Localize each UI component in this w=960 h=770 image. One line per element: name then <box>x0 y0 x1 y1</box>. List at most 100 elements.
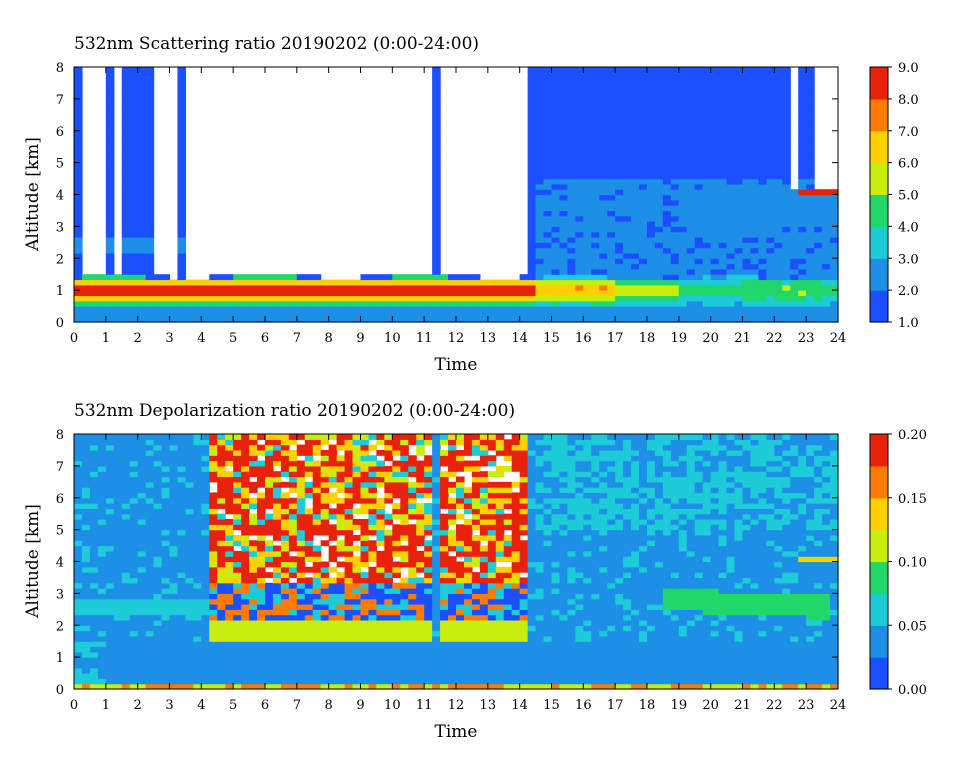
heatmap-cell <box>686 226 696 233</box>
heatmap-cell <box>686 311 696 318</box>
heatmap-cell <box>535 136 545 142</box>
heatmap-cell <box>137 205 147 212</box>
heatmap-cell <box>678 178 688 185</box>
heatmap-cell <box>782 247 791 254</box>
heatmap-cell <box>527 141 537 148</box>
heatmap-cell <box>639 125 648 132</box>
heatmap-cell <box>702 221 712 227</box>
heatmap-cell <box>440 460 449 467</box>
heatmap-cell <box>774 146 783 153</box>
heatmap-cell <box>129 497 139 504</box>
heatmap-cell <box>575 226 584 233</box>
heatmap-cell <box>320 434 330 440</box>
heatmap-cell <box>392 566 401 573</box>
heatmap-cell <box>241 476 250 483</box>
heatmap-cell <box>479 306 489 312</box>
heatmap-cell <box>97 641 107 648</box>
heatmap-cell <box>463 290 473 297</box>
heatmap-cell <box>408 540 417 547</box>
heatmap-cell <box>217 306 226 312</box>
heatmap-cell <box>312 284 322 291</box>
heatmap-cell <box>615 226 624 233</box>
colorbar-swatch <box>870 111 888 116</box>
heatmap-cell <box>105 651 115 658</box>
heatmap-cell <box>766 178 775 185</box>
heatmap-cell <box>177 247 187 254</box>
heatmap-cell <box>312 519 322 525</box>
heatmap-cell <box>432 497 441 504</box>
heatmap-cell <box>750 311 760 318</box>
heatmap-cell <box>766 120 775 127</box>
heatmap-cell <box>153 487 163 494</box>
heatmap-cell <box>272 667 282 674</box>
heatmap-cell <box>233 657 242 664</box>
heatmap-cell <box>432 205 441 212</box>
heatmap-cell <box>432 306 441 312</box>
heatmap-cell <box>774 263 783 270</box>
heatmap-cell <box>233 487 242 494</box>
heatmap-cell <box>145 120 155 127</box>
heatmap-cell <box>591 284 600 291</box>
heatmap-cell <box>798 162 807 169</box>
heatmap-cell <box>74 210 83 217</box>
heatmap-cell <box>615 82 624 89</box>
heatmap-cell <box>814 205 823 212</box>
heatmap-cell <box>74 242 83 249</box>
heatmap-cell <box>328 556 338 563</box>
heatmap-cell <box>400 311 409 318</box>
heatmap-cell <box>686 120 696 127</box>
heatmap-cell <box>257 593 266 600</box>
heatmap-cell <box>432 635 441 642</box>
heatmap-cell <box>432 566 441 573</box>
heatmap-cell <box>177 77 187 84</box>
heatmap-cell <box>686 104 696 111</box>
heatmap-cell <box>368 316 378 323</box>
heatmap-cell <box>241 529 250 536</box>
heatmap-cell <box>265 449 274 456</box>
heatmap-cell <box>312 503 322 509</box>
y-tick-label: 4 <box>56 189 64 204</box>
heatmap-cell <box>647 274 656 281</box>
heatmap-cell <box>336 439 346 446</box>
heatmap-cell <box>654 146 664 153</box>
heatmap-cell <box>241 290 250 297</box>
heatmap-cell <box>686 82 696 89</box>
heatmap-cell <box>137 481 147 488</box>
heatmap-cell <box>74 178 83 185</box>
heatmap-cell <box>583 167 592 174</box>
heatmap-cell <box>113 657 123 664</box>
heatmap-cell <box>344 566 354 573</box>
heatmap-cell <box>153 444 163 451</box>
heatmap-cell <box>758 189 767 196</box>
heatmap-cell <box>631 120 640 127</box>
heatmap-cell <box>74 513 83 520</box>
heatmap-cell <box>336 641 346 648</box>
heatmap-cell <box>647 82 656 89</box>
heatmap-cell <box>145 619 155 626</box>
heatmap-cell <box>265 295 274 302</box>
heatmap-cell <box>448 598 457 605</box>
heatmap-cell <box>328 444 338 451</box>
heatmap-cell <box>265 609 274 616</box>
heatmap-cell <box>432 72 441 79</box>
heatmap-cell <box>74 609 83 616</box>
heatmap-cell <box>591 98 600 105</box>
heatmap-cell <box>639 210 648 217</box>
heatmap-cell <box>647 279 656 286</box>
heatmap-cell <box>639 252 648 259</box>
heatmap-cell <box>822 306 831 312</box>
heatmap-cell <box>694 237 704 243</box>
heatmap-cell <box>639 82 648 89</box>
heatmap-cell <box>416 284 425 291</box>
heatmap-cell <box>798 194 807 201</box>
heatmap-cell <box>105 199 115 206</box>
heatmap-cell <box>177 471 187 478</box>
heatmap-cell <box>121 290 131 297</box>
heatmap-cell <box>137 67 147 73</box>
heatmap-cell <box>177 237 187 243</box>
heatmap-cell <box>121 178 131 185</box>
heatmap-cell <box>265 625 274 632</box>
heatmap-cell <box>352 439 362 446</box>
heatmap-cell <box>89 284 99 291</box>
heatmap-cell <box>392 524 401 531</box>
